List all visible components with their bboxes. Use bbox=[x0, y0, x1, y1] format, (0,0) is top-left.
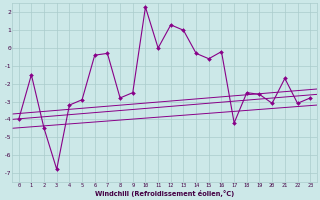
X-axis label: Windchill (Refroidissement éolien,°C): Windchill (Refroidissement éolien,°C) bbox=[95, 190, 234, 197]
